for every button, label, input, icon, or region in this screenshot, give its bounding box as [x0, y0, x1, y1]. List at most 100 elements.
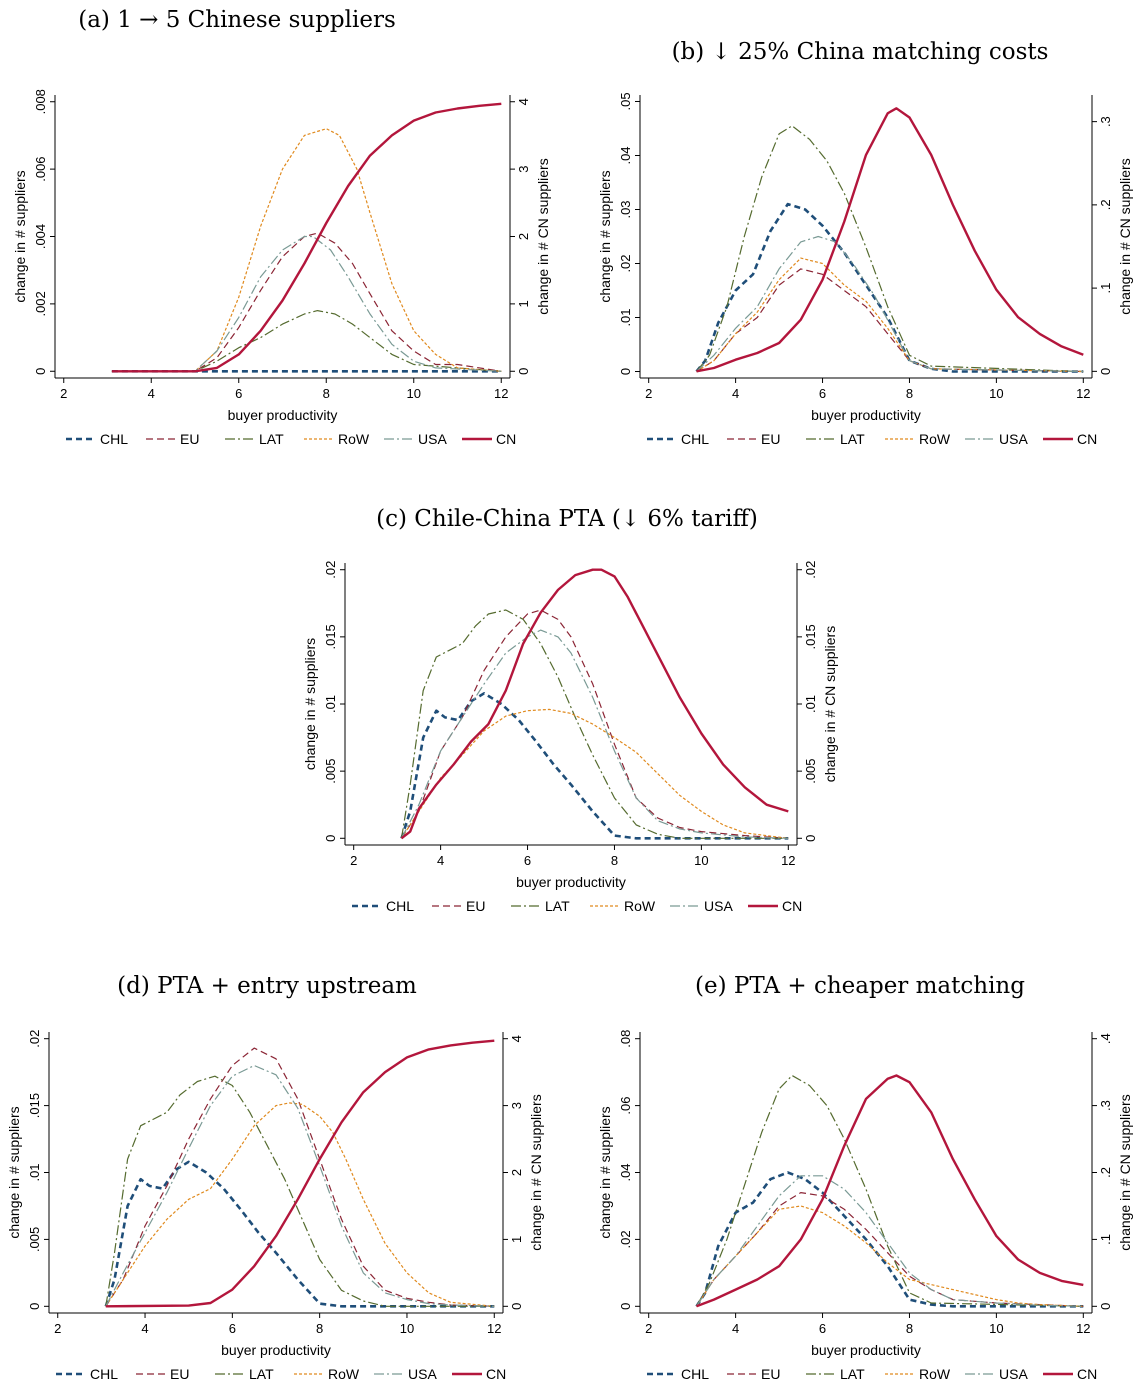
y-tick-label: .005	[323, 758, 338, 783]
chart-title: (c) Chile-China PTA (↓ 6% tariff)	[376, 506, 758, 532]
y-tick-label: .01	[27, 1163, 42, 1181]
x-tick-label: 4	[148, 386, 155, 401]
legend-label-lat: LAT	[840, 1366, 865, 1382]
y-tick-label: .01	[323, 695, 338, 713]
y-axis-label: change in # suppliers	[12, 170, 28, 302]
y2-tick-label: 4	[516, 98, 531, 105]
legend-label-cn: CN	[782, 898, 802, 914]
y-tick-label: .002	[33, 291, 48, 316]
y2-tick-label: .3	[1098, 1100, 1113, 1111]
legend-label-usa: USA	[999, 431, 1028, 447]
series-line-eu	[695, 1191, 1084, 1307]
y-axis-label: change in # suppliers	[6, 1106, 22, 1238]
y2-tick-label: 1	[509, 1236, 524, 1243]
legend-label-lat: LAT	[259, 431, 284, 447]
y-tick-label: .04	[618, 1163, 633, 1181]
legend-label-cn: CN	[1077, 431, 1097, 447]
legend-label-eu: EU	[466, 898, 485, 914]
legend-label-lat: LAT	[249, 1366, 274, 1382]
y-tick-label: .02	[618, 254, 633, 272]
y2-axis-label: change in # CN suppliers	[1117, 1094, 1133, 1250]
chart-legend: CHL EU LAT RoW USA CN	[66, 431, 516, 447]
legend-label-eu: EU	[761, 1366, 780, 1382]
legend-label-row: RoW	[919, 1366, 951, 1382]
series-line-eu	[105, 1047, 495, 1307]
y-tick-label: 0	[618, 368, 633, 375]
y2-tick-label: 1	[516, 300, 531, 307]
x-tick-label: 8	[323, 386, 330, 401]
y2-tick-label: .3	[1098, 116, 1113, 127]
x-tick-label: 2	[350, 853, 357, 868]
series-line-usa	[696, 235, 1084, 373]
legend-label-lat: LAT	[840, 431, 865, 447]
y2-tick-label: 4	[509, 1035, 524, 1042]
series-line-usa	[695, 1175, 1084, 1307]
legend-label-cn: CN	[1077, 1366, 1097, 1382]
legend-label-usa: USA	[418, 431, 447, 447]
y-tick-label: .015	[27, 1093, 42, 1118]
x-axis-label: buyer productivity	[228, 407, 338, 423]
y-axis-label: change in # suppliers	[302, 638, 318, 770]
y2-tick-label: 3	[516, 166, 531, 173]
series-line-row	[111, 128, 502, 372]
y-tick-label: .08	[618, 1030, 633, 1048]
series-line-chl	[695, 1171, 1084, 1308]
x-tick-label: 10	[400, 1321, 414, 1336]
x-tick-label: 2	[60, 386, 67, 401]
legend-label-row: RoW	[919, 431, 951, 447]
x-tick-label: 8	[906, 1321, 913, 1336]
series-line-row	[400, 708, 789, 839]
y2-tick-label: .1	[1098, 283, 1113, 294]
y-tick-label: .004	[33, 224, 48, 249]
chart-title: (b) ↓ 25% China matching costs	[672, 39, 1049, 65]
series-line-cn	[105, 1039, 495, 1308]
legend-label-usa: USA	[704, 898, 733, 914]
y2-tick-label: .015	[803, 624, 818, 649]
y2-axis-label: change in # CN suppliers	[822, 626, 838, 782]
series-line-cn	[111, 102, 502, 373]
legend-label-row: RoW	[624, 898, 656, 914]
x-tick-label: 12	[781, 853, 795, 868]
x-tick-label: 12	[1076, 1321, 1090, 1336]
chart-panel-b: (b) ↓ 25% China matching costs 2 4 6 8 10 12 0.…	[597, 39, 1133, 447]
y2-tick-label: .4	[1098, 1033, 1113, 1044]
y-tick-label: .04	[618, 146, 633, 164]
x-tick-label: 6	[819, 1321, 826, 1336]
legend-label-usa: USA	[999, 1366, 1028, 1382]
x-tick-label: 4	[437, 853, 444, 868]
y2-tick-label: .1	[1098, 1234, 1113, 1245]
series-line-row	[695, 1205, 1084, 1307]
y2-tick-label: 0	[516, 368, 531, 375]
y-tick-label: .06	[618, 1097, 633, 1115]
y2-tick-label: 2	[516, 233, 531, 240]
series-line-usa	[400, 629, 789, 839]
series-line-cn	[696, 107, 1084, 373]
y-tick-label: .02	[323, 561, 338, 579]
series-line-chl	[400, 691, 789, 840]
legend-label-eu: EU	[180, 431, 199, 447]
legend-label-cn: CN	[496, 431, 516, 447]
y2-tick-label: 0	[1098, 368, 1113, 375]
series-line-lat	[105, 1075, 495, 1307]
legend-label-cn: CN	[486, 1366, 506, 1382]
x-tick-label: 2	[54, 1321, 61, 1336]
y2-tick-label: 0	[1098, 1303, 1113, 1310]
x-tick-label: 6	[819, 386, 826, 401]
legend-label-eu: EU	[170, 1366, 189, 1382]
series-line-usa	[111, 235, 502, 372]
chart-panel-e: (e) PTA + cheaper matching 2 4 6 8 10 12 0 .02 .0…	[597, 973, 1133, 1382]
y-tick-label: .01	[618, 308, 633, 326]
y-axis-label: change in # suppliers	[597, 170, 613, 302]
x-axis-label: buyer productivity	[516, 874, 626, 890]
y2-tick-label: .005	[803, 758, 818, 783]
y2-tick-label: .01	[803, 695, 818, 713]
x-axis-label: buyer productivity	[221, 1342, 331, 1358]
series-line-lat	[695, 1074, 1084, 1307]
series-line-chl	[695, 202, 1084, 373]
x-tick-label: 4	[141, 1321, 148, 1336]
x-tick-label: 12	[1076, 386, 1090, 401]
y-tick-label: .005	[27, 1227, 42, 1252]
